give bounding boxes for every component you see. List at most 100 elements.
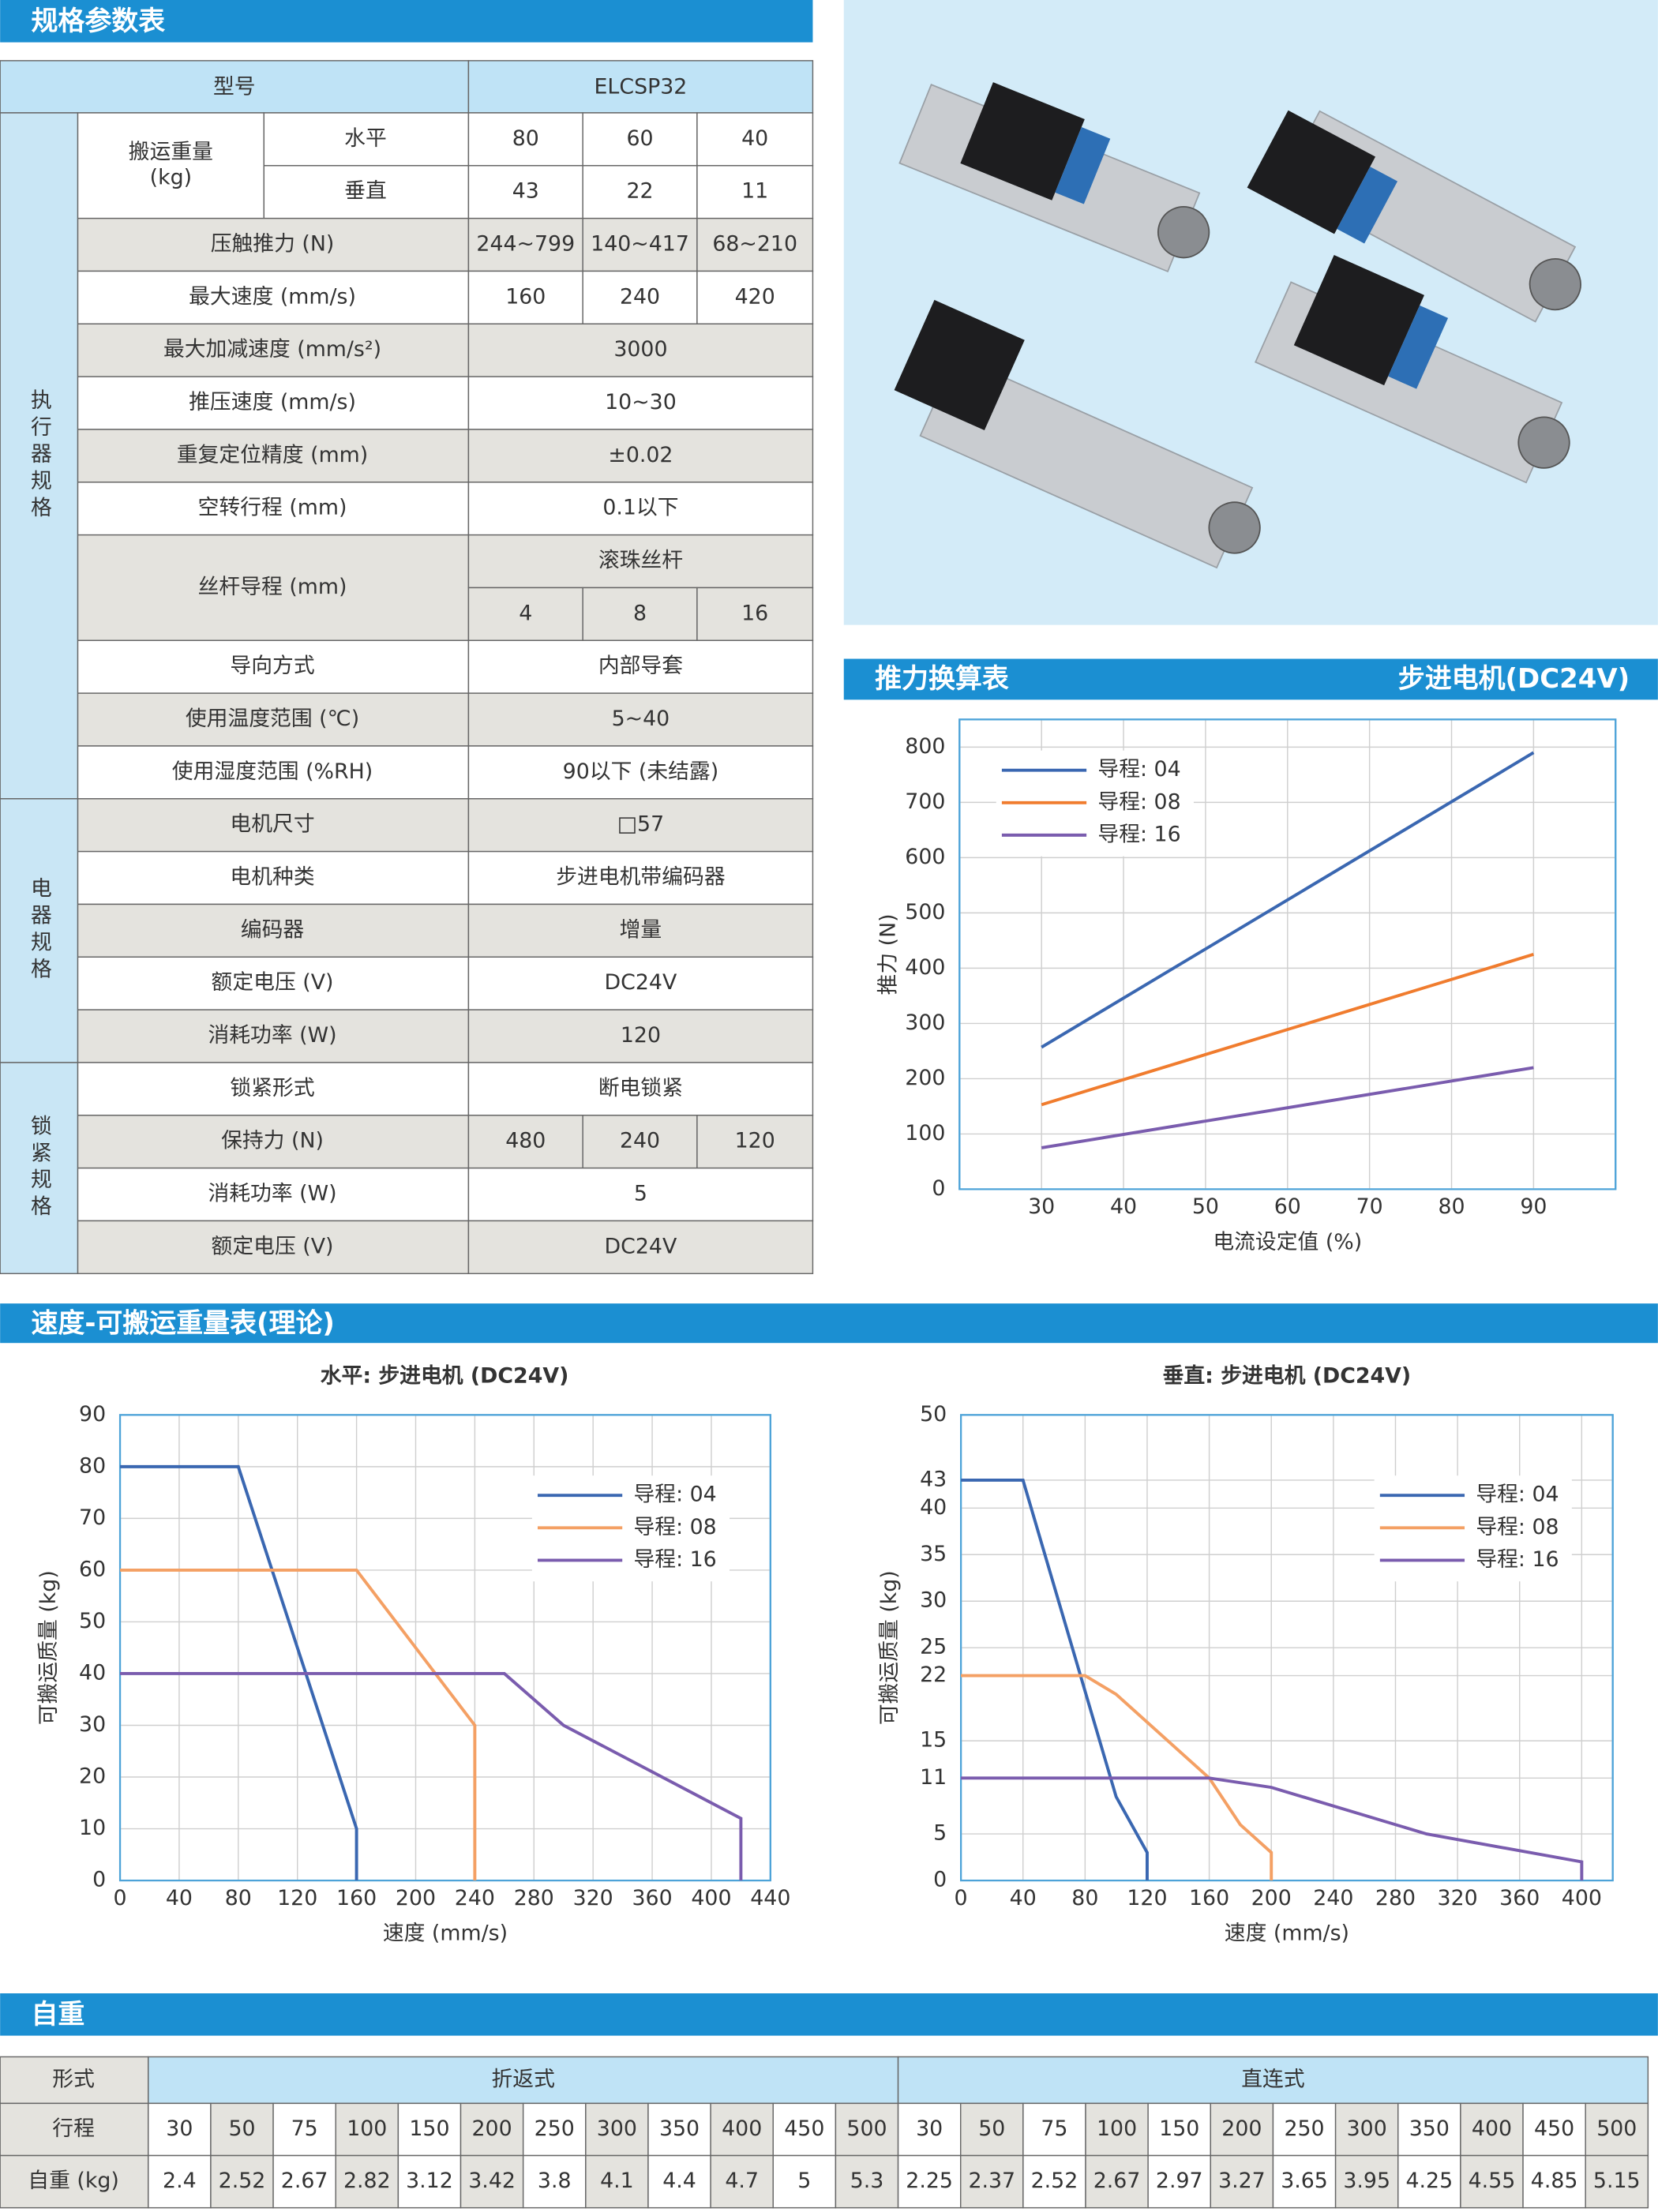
product-photo (843, 0, 1658, 625)
table-cell (77, 1062, 470, 1116)
plot-frame (118, 1414, 771, 1882)
x-tick-label: 360 (1499, 1886, 1540, 1910)
table-value: DC24V (605, 1234, 677, 1258)
table-value: 50 (228, 2116, 255, 2141)
table-cell (835, 2154, 899, 2209)
table-value: 2.82 (343, 2169, 391, 2193)
table-cell (1397, 2154, 1461, 2209)
table-cell (467, 1009, 814, 1063)
table-cell (835, 2102, 899, 2157)
x-tick-label: 400 (691, 1886, 731, 1910)
table-cell (77, 1115, 470, 1169)
row-label: 最大加减速度 (mm/s²) (163, 337, 381, 362)
row-label: 编码器 (241, 917, 305, 942)
table-value: 16 (741, 601, 768, 625)
table-cell (0, 60, 470, 114)
table-value: 480 (505, 1129, 546, 1153)
x-tick-label: 280 (514, 1886, 554, 1910)
x-tick-label: 40 (1010, 1886, 1037, 1910)
x-tick-label: 60 (1274, 1194, 1301, 1219)
table-value: 10~30 (605, 390, 677, 414)
table-value: 244~799 (476, 232, 575, 257)
y-tick-label: 25 (920, 1635, 947, 1659)
table-value: 150 (1159, 2116, 1199, 2141)
table-cell (585, 2154, 649, 2209)
group-label: 锁紧规格 (27, 1114, 51, 1221)
table-cell (1210, 2102, 1274, 2157)
plot-frame (958, 718, 1617, 1190)
table-cell (397, 2102, 462, 2157)
y-axis-label: 可搬运质量 (kg) (36, 1570, 61, 1725)
y-tick-label: 700 (905, 789, 945, 814)
row-label: 重复定位精度 (mm) (177, 443, 368, 467)
table-value: 300 (1347, 2116, 1387, 2141)
row-sublabel: 水平 (344, 126, 387, 151)
table-cell (696, 165, 814, 219)
table-value: 300 (597, 2116, 637, 2141)
table-value: 30 (916, 2116, 943, 2141)
group-label: 执行器规格 (27, 388, 51, 523)
table-cell (467, 956, 814, 1010)
x-tick-label: 80 (1071, 1886, 1098, 1910)
table-header: 直连式 (1241, 2067, 1304, 2091)
table-cell (1022, 2154, 1086, 2209)
y-tick-label: 30 (920, 1588, 947, 1613)
y-tick-label: 80 (79, 1453, 106, 1478)
table-cell (1272, 2154, 1337, 2209)
table-value: 2.67 (281, 2169, 328, 2193)
x-tick-label: 320 (573, 1886, 613, 1910)
table-value: 5~40 (612, 707, 670, 731)
table-value: 200 (472, 2116, 512, 2141)
table-value: 350 (1409, 2116, 1450, 2141)
table-cell (1585, 2154, 1649, 2209)
table-cell (772, 2102, 837, 2157)
x-tick-label: 120 (277, 1886, 317, 1910)
table-cell (460, 2102, 524, 2157)
row-label: 行程 (52, 2116, 95, 2141)
table-cell (467, 482, 814, 536)
y-tick-label: 5 (933, 1821, 947, 1846)
table-value: 5 (797, 2169, 811, 2193)
table-value: 3000 (613, 337, 667, 362)
legend-label: 导程: 16 (1097, 822, 1180, 846)
table-value: 11 (741, 179, 768, 204)
table-cell (335, 2102, 399, 2157)
table-cell (647, 2102, 711, 2157)
data-line (1041, 1066, 1534, 1149)
table-value: 3.8 (538, 2169, 572, 2193)
data-line (1041, 953, 1534, 1107)
table-value: 5.15 (1593, 2169, 1641, 2193)
x-tick-label: 200 (1251, 1886, 1292, 1910)
table-value: 240 (620, 1129, 660, 1153)
y-tick-label: 30 (79, 1712, 106, 1737)
table-cell (397, 2154, 462, 2209)
table-value: 250 (535, 2116, 575, 2141)
legend-label: 导程: 08 (634, 1515, 717, 1539)
table-value: 30 (166, 2116, 193, 2141)
table-cell (1522, 2154, 1586, 2209)
table-cell (1460, 2102, 1524, 2157)
table-cell (272, 2102, 336, 2157)
y-tick-label: 15 (920, 1728, 947, 1753)
table-cell (148, 2056, 899, 2105)
data-line (961, 1776, 1584, 1881)
table-cell (467, 850, 814, 905)
row-label: 丝杆导程 (mm) (198, 575, 347, 599)
table-cell (77, 482, 470, 536)
x-axis-label: 速度 (mm/s) (383, 1921, 508, 1945)
plot-frame (960, 1414, 1614, 1882)
table-cell (696, 270, 814, 325)
table-cell (0, 2056, 149, 2105)
row-label: 消耗功率 (W) (208, 1023, 336, 1048)
legend-label: 导程: 04 (1097, 757, 1180, 782)
row-label: 电机尺寸 (230, 812, 314, 837)
data-line (1041, 751, 1535, 1049)
table-cell (0, 798, 79, 1063)
section-bar (0, 0, 813, 43)
table-value: 120 (621, 1023, 661, 1048)
table-value: 100 (347, 2116, 387, 2141)
table-value: 3.65 (1281, 2169, 1328, 2193)
table-value: 4.25 (1405, 2169, 1453, 2193)
table-value: 160 (505, 284, 546, 309)
table-cell (460, 2154, 524, 2209)
